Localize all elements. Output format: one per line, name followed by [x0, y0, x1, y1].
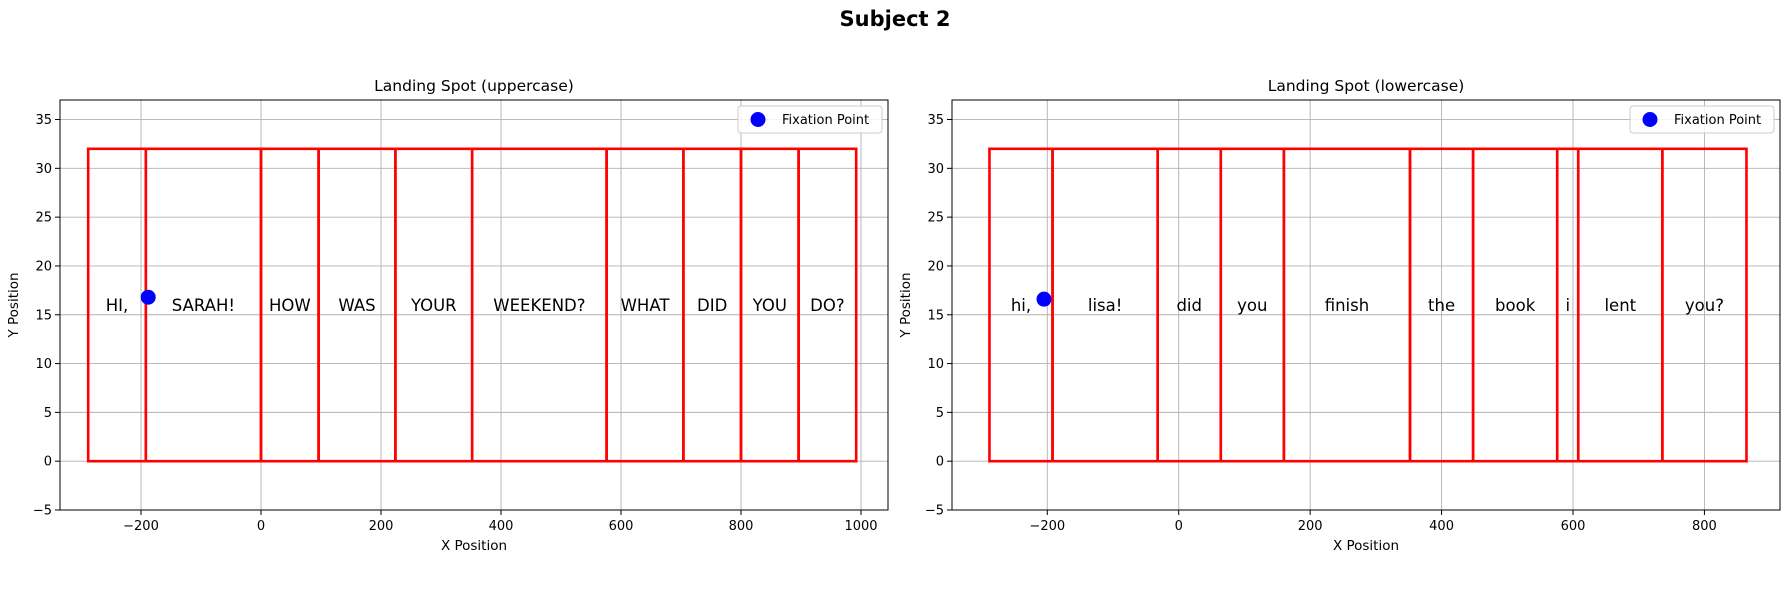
legend-box [737, 105, 883, 134]
word-box [797, 147, 858, 463]
y-tick-label: 35 [927, 113, 944, 128]
legend-label: Fixation Point [782, 113, 869, 128]
word-label: WAS [338, 296, 375, 315]
legend-box [1629, 105, 1775, 134]
legend: Fixation Point [1629, 105, 1775, 134]
legend-marker [1642, 112, 1658, 127]
chart-title: Landing Spot (lowercase) [1268, 77, 1465, 95]
word-label: DO? [810, 296, 844, 315]
word-label: YOUR [410, 296, 457, 315]
chart-panel-1: HI, SARAH! HOW WAS YOUR WEEKEND? WHAT DID YOU DO?… [6, 77, 889, 554]
legend-marker [750, 112, 766, 127]
word-label: HOW [269, 296, 311, 315]
word-label: did [1176, 296, 1202, 315]
y-tick-label: 25 [35, 211, 52, 226]
y-tick-label: 15 [35, 308, 52, 323]
chart-title: Landing Spot (uppercase) [374, 77, 574, 95]
fixation-point [140, 289, 156, 305]
x-tick-label: 0 [257, 519, 265, 534]
x-tick-label: 600 [1561, 519, 1586, 534]
x-tick-label: 200 [369, 519, 394, 534]
x-axis-label: X Position [441, 538, 507, 554]
y-axis-label: Y Position [6, 272, 22, 338]
y-tick-label: 5 [44, 406, 52, 421]
x-tick-label: 600 [609, 519, 634, 534]
x-tick-label: −200 [1029, 519, 1065, 534]
y-axis-label: Y Position [898, 272, 914, 338]
word-label: YOU [752, 296, 787, 315]
y-tick-label: 10 [35, 357, 52, 372]
y-tick-label: −5 [925, 504, 944, 519]
x-tick-label: −200 [123, 519, 159, 534]
word-label: hi, [1011, 296, 1031, 315]
word-label: lisa! [1088, 296, 1123, 315]
word-label: DID [697, 296, 727, 315]
x-tick-label: 400 [1429, 519, 1454, 534]
y-tick-label: 25 [927, 211, 944, 226]
x-tick-label: 200 [1298, 519, 1323, 534]
word-label: the [1428, 296, 1455, 315]
y-tick-label: 0 [44, 455, 52, 470]
word-label: you? [1685, 296, 1724, 315]
fixation-point [1036, 291, 1052, 307]
x-tick-label: 800 [1692, 519, 1717, 534]
word-label: lent [1604, 296, 1636, 315]
y-tick-label: 30 [35, 162, 52, 177]
y-tick-label: 0 [936, 455, 944, 470]
word-box [1661, 147, 1748, 463]
figure-suptitle: Subject 2 [840, 7, 951, 31]
y-tick-label: 15 [927, 308, 944, 323]
y-tick-label: 5 [936, 406, 944, 421]
y-tick-label: 30 [927, 162, 944, 177]
y-tick-label: 35 [35, 113, 52, 128]
x-tick-label: 1000 [844, 519, 877, 534]
y-tick-label: −5 [33, 504, 52, 519]
x-tick-label: 800 [729, 519, 754, 534]
axes-frame [951, 99, 1781, 511]
word-label: book [1495, 296, 1536, 315]
word-label: WHAT [621, 296, 671, 315]
axes-frame [59, 99, 889, 511]
y-tick-label: 20 [927, 259, 944, 274]
word-label: SARAH! [172, 296, 235, 315]
word-label: HI, [106, 296, 129, 315]
x-tick-label: 0 [1175, 519, 1183, 534]
legend: Fixation Point [737, 105, 883, 134]
word-label: WEEKEND? [493, 296, 585, 315]
chart-panel-2: hi, lisa! did you finish the book i lent you? −200… [898, 77, 1781, 554]
word-label: you [1237, 296, 1267, 315]
y-tick-label: 20 [35, 259, 52, 274]
word-label: i [1565, 296, 1570, 315]
y-tick-label: 10 [927, 357, 944, 372]
word-label: finish [1325, 296, 1370, 315]
x-axis-label: X Position [1333, 538, 1399, 554]
x-tick-label: 400 [489, 519, 514, 534]
legend-label: Fixation Point [1674, 113, 1761, 128]
